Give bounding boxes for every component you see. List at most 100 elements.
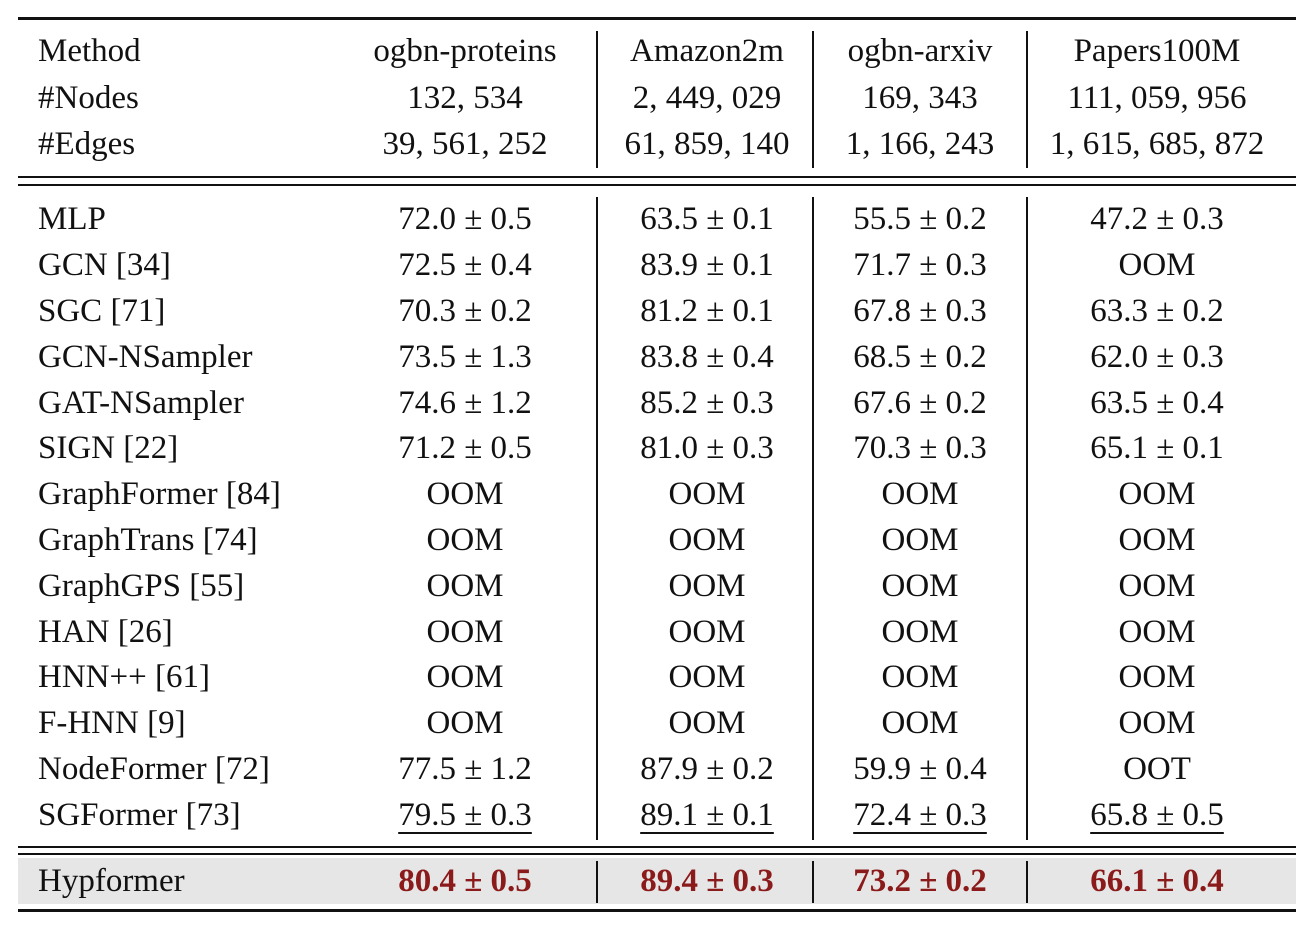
method-name: SGFormer [73] bbox=[38, 797, 241, 833]
table-row: SIGN [22] 71.2 ± 0.5 81.0 ± 0.3 70.3 ± 0… bbox=[0, 425, 1314, 471]
best-result-cell: 89.4 ± 0.3 bbox=[640, 863, 774, 899]
result-cell: OOM bbox=[1118, 568, 1196, 604]
result-cell: 65.1 ± 0.1 bbox=[1090, 430, 1224, 466]
result-cell: OOM bbox=[881, 659, 959, 695]
underlined-value: 65.8 ± 0.5 bbox=[1090, 797, 1224, 833]
method-name: HAN [26] bbox=[38, 614, 173, 650]
column-separator bbox=[812, 197, 814, 840]
column-separator bbox=[596, 197, 598, 840]
result-cell: 77.5 ± 1.2 bbox=[398, 751, 532, 787]
table-row: SGC [71] 70.3 ± 0.2 81.2 ± 0.1 67.8 ± 0.… bbox=[0, 288, 1314, 334]
result-cell: 83.9 ± 0.1 bbox=[640, 247, 774, 283]
result-cell: 67.8 ± 0.3 bbox=[853, 293, 987, 329]
table-row: GraphFormer [84] OOM OOM OOM OOM bbox=[0, 471, 1314, 517]
header-double-rule-upper bbox=[18, 176, 1296, 178]
result-cell: 70.3 ± 0.2 bbox=[398, 293, 532, 329]
column-separator bbox=[1026, 197, 1028, 840]
method-name: SGC [71] bbox=[38, 293, 166, 329]
result-cell: 85.2 ± 0.3 bbox=[640, 385, 774, 421]
table-row: HAN [26] OOM OOM OOM OOM bbox=[0, 609, 1314, 655]
result-cell: OOM bbox=[1118, 614, 1196, 650]
top-rule bbox=[18, 17, 1296, 20]
result-cell: OOM bbox=[426, 614, 504, 650]
method-name: NodeFormer [72] bbox=[38, 751, 270, 787]
column-header-dataset: ogbn-arxiv bbox=[847, 33, 993, 69]
result-cell: OOM bbox=[1118, 476, 1196, 512]
result-cell: OOM bbox=[426, 568, 504, 604]
underlined-value: 72.4 ± 0.3 bbox=[853, 797, 987, 833]
result-cell: OOM bbox=[1118, 247, 1196, 283]
stats-value: 169, 343 bbox=[862, 80, 978, 116]
result-cell: OOM bbox=[1118, 522, 1196, 558]
result-cell: OOM bbox=[668, 522, 746, 558]
result-cell-second-best: 89.1 ± 0.1 bbox=[600, 792, 814, 838]
column-separator bbox=[1026, 861, 1028, 903]
method-name: GraphGPS [55] bbox=[38, 568, 245, 604]
result-cell: 72.5 ± 0.4 bbox=[398, 247, 532, 283]
result-cell: 67.6 ± 0.2 bbox=[853, 385, 987, 421]
result-cell: 47.2 ± 0.3 bbox=[1090, 201, 1224, 237]
result-cell: 62.0 ± 0.3 bbox=[1090, 339, 1224, 375]
stats-row-nodes: #Nodes 132, 534 2, 449, 029 169, 343 111… bbox=[0, 75, 1314, 121]
stats-value: 1, 615, 685, 872 bbox=[1049, 126, 1265, 162]
result-cell: OOM bbox=[668, 659, 746, 695]
header-double-rule-lower bbox=[18, 184, 1296, 186]
column-header-method: Method bbox=[38, 33, 141, 69]
stats-value: 39, 561, 252 bbox=[382, 126, 548, 162]
header-row: Method ogbn-proteins Amazon2m ogbn-arxiv… bbox=[0, 28, 1314, 74]
highlight-row-background bbox=[18, 858, 1296, 904]
result-cell: OOM bbox=[1118, 659, 1196, 695]
table-row: MLP 72.0 ± 0.5 63.5 ± 0.1 55.5 ± 0.2 47.… bbox=[0, 196, 1314, 242]
table-row-second-best: SGFormer [73] 79.5 ± 0.3 89.1 ± 0.1 72.4… bbox=[0, 792, 1314, 838]
method-name: GAT-NSampler bbox=[38, 385, 244, 421]
result-cell: 68.5 ± 0.2 bbox=[853, 339, 987, 375]
column-separator bbox=[812, 861, 814, 903]
table-row: F-HNN [9] OOM OOM OOM OOM bbox=[0, 700, 1314, 746]
result-cell: OOM bbox=[881, 705, 959, 741]
column-separator bbox=[812, 31, 814, 168]
result-cell: OOM bbox=[881, 522, 959, 558]
stats-label: #Edges bbox=[38, 126, 136, 162]
result-cell-second-best: 72.4 ± 0.3 bbox=[814, 792, 1026, 838]
result-cell: 71.7 ± 0.3 bbox=[853, 247, 987, 283]
footer-double-rule-lower bbox=[18, 853, 1296, 855]
stats-value: 1, 166, 243 bbox=[845, 126, 995, 162]
result-cell: OOM bbox=[881, 476, 959, 512]
result-cell: OOM bbox=[668, 705, 746, 741]
table-row: GraphGPS [55] OOM OOM OOM OOM bbox=[0, 563, 1314, 609]
result-cell: OOM bbox=[426, 522, 504, 558]
best-result-cell: 80.4 ± 0.5 bbox=[398, 863, 532, 899]
table-row: GAT-NSampler 74.6 ± 1.2 85.2 ± 0.3 67.6 … bbox=[0, 380, 1314, 426]
underlined-value: 89.1 ± 0.1 bbox=[640, 797, 774, 833]
result-cell-second-best: 65.8 ± 0.5 bbox=[1026, 792, 1288, 838]
table-row: GCN-NSampler 73.5 ± 1.3 83.8 ± 0.4 68.5 … bbox=[0, 334, 1314, 380]
table-row: GraphTrans [74] OOM OOM OOM OOM bbox=[0, 517, 1314, 563]
result-cell: OOM bbox=[668, 476, 746, 512]
result-cell: 55.5 ± 0.2 bbox=[853, 201, 987, 237]
stats-value: 132, 534 bbox=[407, 80, 523, 116]
underlined-value: 79.5 ± 0.3 bbox=[398, 797, 532, 833]
result-cell: 71.2 ± 0.5 bbox=[398, 430, 532, 466]
method-name: GraphFormer [84] bbox=[38, 476, 281, 512]
result-cell: 70.3 ± 0.3 bbox=[853, 430, 987, 466]
bottom-rule bbox=[18, 909, 1296, 912]
result-cell: 63.3 ± 0.2 bbox=[1090, 293, 1224, 329]
result-cell: 81.0 ± 0.3 bbox=[640, 430, 774, 466]
column-separator bbox=[1026, 31, 1028, 168]
result-cell: 59.9 ± 0.4 bbox=[853, 751, 987, 787]
result-cell: OOM bbox=[881, 614, 959, 650]
result-cell: 83.8 ± 0.4 bbox=[640, 339, 774, 375]
column-header-dataset: Amazon2m bbox=[630, 33, 784, 69]
result-cell-second-best: 79.5 ± 0.3 bbox=[330, 792, 600, 838]
result-cell: OOM bbox=[668, 614, 746, 650]
stats-row-edges: #Edges 39, 561, 252 61, 859, 140 1, 166,… bbox=[0, 121, 1314, 167]
result-cell: 63.5 ± 0.4 bbox=[1090, 385, 1224, 421]
highlight-row: Hypformer 80.4 ± 0.5 89.4 ± 0.3 73.2 ± 0… bbox=[0, 858, 1314, 904]
table-row: NodeFormer [72] 77.5 ± 1.2 87.9 ± 0.2 59… bbox=[0, 746, 1314, 792]
method-name-proposed: Hypformer bbox=[38, 863, 185, 899]
result-cell: OOM bbox=[426, 476, 504, 512]
column-header-dataset: Papers100M bbox=[1073, 33, 1241, 69]
column-separator bbox=[596, 861, 598, 903]
result-cell: 81.2 ± 0.1 bbox=[640, 293, 774, 329]
method-name: GCN-NSampler bbox=[38, 339, 253, 375]
